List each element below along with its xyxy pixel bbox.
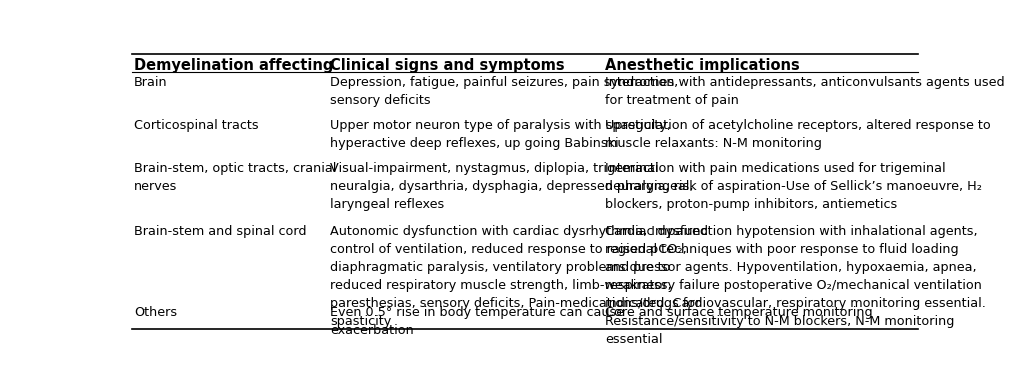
Text: Upper motor neuron type of paralysis with spasticity,
hyperactive deep reflexes,: Upper motor neuron type of paralysis wit… <box>330 119 671 150</box>
Text: Anesthetic implications: Anesthetic implications <box>606 58 800 73</box>
Text: Even 0.5° rise in body temperature can cause
exacerbation: Even 0.5° rise in body temperature can c… <box>330 306 624 337</box>
Text: Others: Others <box>134 306 177 319</box>
Text: Brain-stem, optic tracts, cranial
nerves: Brain-stem, optic tracts, cranial nerves <box>134 162 337 193</box>
Text: Core and surface temperature monitoring: Core and surface temperature monitoring <box>606 306 873 319</box>
Text: Corticospinal tracts: Corticospinal tracts <box>134 119 259 132</box>
Text: Brain: Brain <box>134 76 168 89</box>
Text: Interaction with antidepressants, anticonvulsants agents used
for treatment of p: Interaction with antidepressants, antico… <box>606 76 1005 107</box>
Text: Upregulation of acetylcholine receptors, altered response to
muscle relaxants: N: Upregulation of acetylcholine receptors,… <box>606 119 991 150</box>
Text: Brain-stem and spinal cord: Brain-stem and spinal cord <box>134 226 307 239</box>
Text: Visual-impairment, nystagmus, diplopia, trigeminal
neuralgia, dysarthria, dyspha: Visual-impairment, nystagmus, diplopia, … <box>330 162 694 211</box>
Text: Depression, fatigue, painful seizures, pain syndromes,
sensory deficits: Depression, fatigue, painful seizures, p… <box>330 76 678 107</box>
Text: Interaction with pain medications used for trigeminal
neuralgia, risk of aspirat: Interaction with pain medications used f… <box>606 162 982 211</box>
Text: Cardiac dysfunction hypotension with inhalational agents,
regional techniques wi: Cardiac dysfunction hypotension with inh… <box>606 226 986 346</box>
Text: Autonomic dysfunction with cardiac dysrhythmia, Impaired
control of ventilation,: Autonomic dysfunction with cardiac dysrh… <box>330 226 708 328</box>
Text: Clinical signs and symptoms: Clinical signs and symptoms <box>330 58 565 73</box>
Text: Demyelination affecting: Demyelination affecting <box>134 58 333 73</box>
